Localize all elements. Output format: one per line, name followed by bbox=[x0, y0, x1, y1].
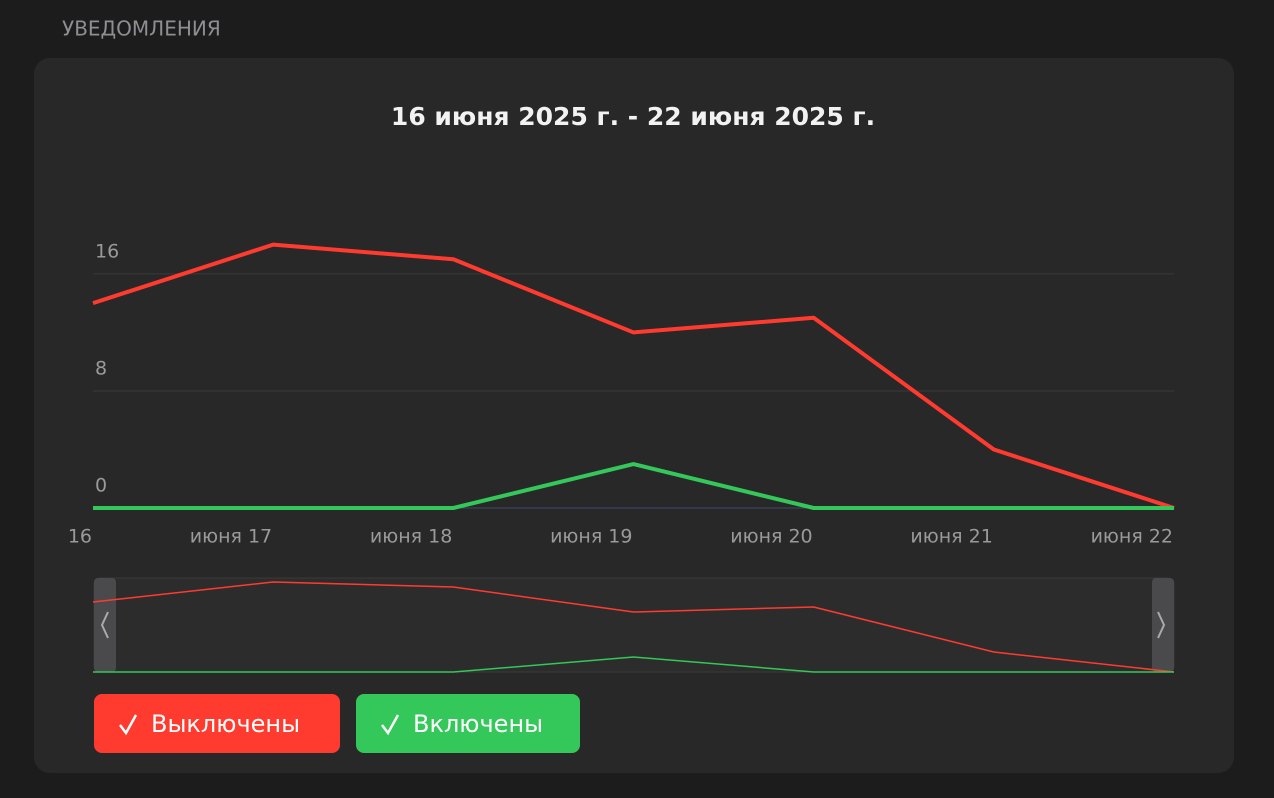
x-tick-label: июня 19 bbox=[550, 526, 632, 548]
x-tick-label: июня 21 bbox=[910, 526, 992, 548]
y-tick-label: 16 bbox=[95, 240, 119, 262]
legend-button[interactable]: Включены bbox=[356, 694, 580, 753]
x-tick-label: июня 20 bbox=[730, 526, 812, 548]
y-tick-label: 8 bbox=[95, 357, 107, 379]
section-title: УВЕДОМЛЕНИЯ bbox=[62, 17, 221, 41]
navigator-line bbox=[93, 656, 1174, 673]
legend-button-bg[interactable] bbox=[356, 694, 580, 753]
legend-button-bg[interactable] bbox=[94, 694, 340, 753]
check-icon bbox=[381, 714, 400, 736]
series-line bbox=[93, 462, 1174, 510]
legend-label: Включены bbox=[413, 710, 543, 738]
handle-icon bbox=[1157, 611, 1166, 639]
x-tick-label: июня 17 bbox=[190, 526, 272, 548]
series-line bbox=[92, 242, 1175, 510]
check-icon bbox=[119, 714, 138, 736]
legend-label: Выключены bbox=[151, 710, 300, 738]
legend-button[interactable]: Выключены bbox=[94, 694, 340, 753]
x-tick-label: 16 bbox=[68, 526, 92, 548]
navigator-line bbox=[92, 581, 1175, 673]
handle-icon bbox=[100, 611, 109, 639]
y-tick-label: 0 bbox=[95, 475, 107, 497]
navigator-handle-left[interactable] bbox=[94, 578, 116, 672]
navigator[interactable] bbox=[93, 577, 1175, 673]
x-tick-label: июня 22 bbox=[1091, 526, 1173, 548]
chart-title: 16 июня 2025 г. - 22 июня 2025 г. bbox=[391, 102, 875, 131]
x-tick-label: июня 18 bbox=[370, 526, 452, 548]
